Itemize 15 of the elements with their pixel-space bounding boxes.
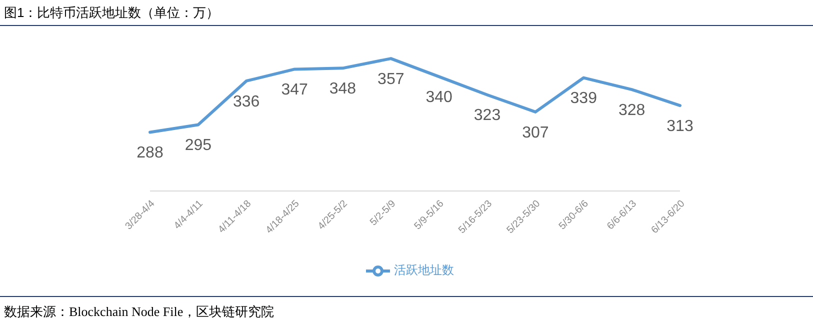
data-label: 336: [233, 93, 260, 110]
data-label: 328: [618, 102, 646, 119]
chart-title: 图1：比特币活跃地址数（单位：万）: [4, 4, 220, 22]
data-label: 339: [570, 90, 598, 108]
data-label: 288: [136, 144, 164, 162]
data-label: 340: [426, 89, 453, 106]
data-label: 323: [474, 107, 501, 124]
data-label: 313: [666, 118, 694, 135]
data-label: 295: [184, 137, 212, 154]
data-label: 347: [281, 82, 308, 99]
legend-label: 活跃地址数: [394, 263, 454, 278]
data-label: 357: [378, 70, 404, 88]
source-note: 数据来源：Blockchain Node File，区块链研究院: [4, 303, 274, 321]
data-label: 348: [329, 80, 356, 98]
data-label: 307: [522, 124, 549, 142]
